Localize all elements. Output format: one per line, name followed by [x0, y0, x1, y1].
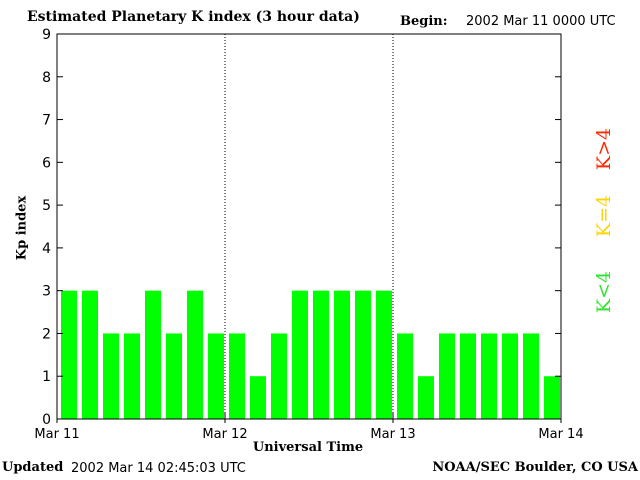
x-tick-label: Mar 11: [34, 427, 79, 442]
kp-bar: [145, 290, 161, 419]
x-axis-label: Universal Time: [252, 440, 364, 455]
x-tick-label: Mar 14: [538, 427, 583, 442]
y-tick-label: 9: [42, 27, 51, 43]
kp-bar: [544, 376, 560, 419]
kp-bar: [103, 333, 119, 419]
kp-bar: [229, 333, 245, 419]
kp-bar: [250, 376, 266, 419]
updated-value: 2002 Mar 14 02:45:03 UTC: [71, 461, 246, 476]
kp-bar: [418, 376, 434, 419]
y-tick-label: 1: [42, 369, 51, 385]
y-tick-label: 7: [42, 113, 51, 129]
x-tick-label: Mar 12: [202, 427, 247, 442]
begin-value: 2002 Mar 11 0000 UTC: [466, 14, 616, 29]
kp-bar: [313, 290, 329, 419]
kp-bar: [61, 290, 77, 419]
kp-bar: [334, 290, 350, 419]
source-credit: NOAA/SEC Boulder, CO USA: [432, 460, 638, 475]
y-tick-label: 3: [42, 284, 51, 300]
kp-bar: [481, 333, 497, 419]
y-tick-label: 0: [42, 412, 51, 428]
kp-bar: [355, 290, 371, 419]
y-tick-label: 2: [42, 326, 51, 342]
begin-label: Begin:: [400, 14, 448, 29]
legend-k-greater-4: K>4: [593, 127, 615, 171]
kp-bar: [523, 333, 539, 419]
y-axis-label: Kp index: [14, 195, 30, 261]
kp-bar: [502, 333, 518, 419]
kp-bar: [397, 333, 413, 419]
y-tick-label: 6: [42, 155, 51, 171]
x-tick-label: Mar 13: [370, 427, 415, 442]
kp-bar: [208, 333, 224, 419]
kp-bar: [439, 333, 455, 419]
y-tick-label: 4: [42, 241, 51, 257]
kp-bar: [187, 290, 203, 419]
kp-bar: [124, 333, 140, 419]
y-tick-label: 8: [42, 70, 51, 86]
legend-k-less-4: K<4: [593, 270, 615, 314]
kp-bar: [271, 333, 287, 419]
kp-bar: [376, 290, 392, 419]
plot-frame: [56, 33, 562, 420]
kp-bar: [166, 333, 182, 419]
kp-bar: [460, 333, 476, 419]
kp-bar: [292, 290, 308, 419]
legend-k-equal-4: K=4: [593, 194, 615, 238]
chart-title: Estimated Planetary K index (3 hour data…: [27, 9, 360, 25]
kp-bar: [82, 290, 98, 419]
updated-label: Updated: [2, 460, 64, 475]
y-tick-label: 5: [42, 198, 51, 214]
